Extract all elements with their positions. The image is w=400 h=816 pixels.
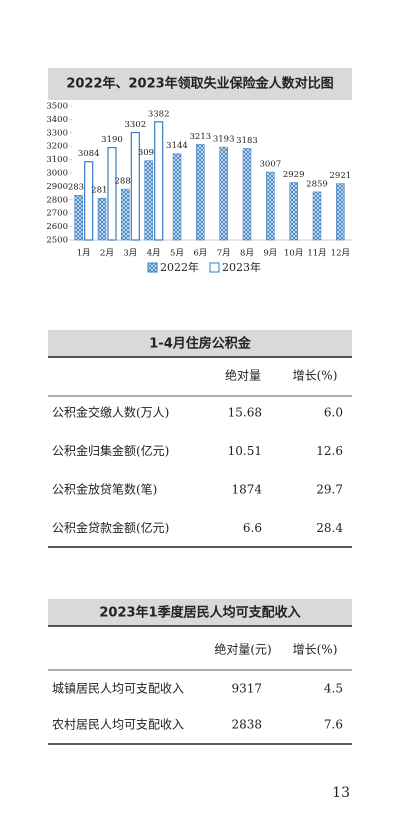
data-label: 3382 bbox=[148, 109, 170, 119]
data-label: 2921 bbox=[330, 171, 352, 181]
legend-label: 2023年 bbox=[222, 260, 261, 274]
bar bbox=[144, 160, 153, 241]
data-label: 2834 bbox=[68, 183, 90, 193]
cell: 4.5 bbox=[324, 682, 343, 696]
chart-title: 2022年、2023年领取失业保险金人数对比图 bbox=[66, 76, 333, 92]
cell: 12.6 bbox=[316, 444, 343, 458]
table-title: 1-4月住房公积金 bbox=[149, 336, 251, 352]
y-tick-label: 2600 bbox=[46, 222, 68, 232]
cell: 10.51 bbox=[228, 444, 262, 458]
x-tick-label: 12月 bbox=[331, 249, 350, 259]
y-tick-label: 3200 bbox=[46, 142, 68, 152]
data-label: 3213 bbox=[190, 132, 212, 142]
chart-title-band bbox=[48, 68, 352, 100]
cell: 2838 bbox=[231, 718, 262, 732]
page-number: 13 bbox=[332, 785, 350, 801]
cell: 6.6 bbox=[243, 521, 262, 535]
bar bbox=[97, 197, 107, 241]
row-label: 公积金贷款金额(亿元) bbox=[52, 520, 169, 535]
x-tick-label: 8月 bbox=[240, 249, 254, 259]
table-title-band bbox=[48, 599, 352, 626]
header-cell: 绝对量 bbox=[225, 368, 261, 383]
data-label: 3144 bbox=[166, 141, 188, 151]
bar bbox=[312, 191, 322, 241]
cell: 29.7 bbox=[316, 483, 343, 497]
data-label: 2929 bbox=[283, 170, 305, 180]
cell: 6.0 bbox=[324, 406, 343, 420]
bar bbox=[154, 121, 164, 241]
x-tick-label: 7月 bbox=[217, 249, 231, 259]
data-label: 3007 bbox=[260, 160, 282, 170]
data-label: 3084 bbox=[78, 149, 100, 159]
y-tick-label: 3400 bbox=[46, 115, 68, 125]
bar bbox=[172, 153, 182, 241]
cell: 7.6 bbox=[324, 718, 343, 732]
y-tick-label: 2800 bbox=[46, 195, 68, 205]
data-label: 3190 bbox=[101, 135, 123, 145]
header-cell: 增长(%) bbox=[293, 643, 338, 657]
bar bbox=[84, 161, 94, 241]
x-tick-label: 5月 bbox=[170, 249, 184, 259]
y-tick-label: 3500 bbox=[46, 102, 68, 112]
bar bbox=[219, 146, 228, 241]
bar bbox=[289, 182, 298, 241]
row-label: 公积金放贷笔数(笔) bbox=[52, 482, 157, 497]
y-tick-label: 2700 bbox=[46, 209, 68, 219]
table-title: 2023年1季度居民人均可支配收入 bbox=[99, 605, 300, 621]
x-tick-label: 11月 bbox=[307, 249, 326, 259]
bar bbox=[121, 188, 130, 241]
y-tick-label: 3300 bbox=[46, 128, 68, 138]
x-tick-label: 3月 bbox=[123, 249, 137, 259]
data-label: 3092 bbox=[138, 148, 160, 158]
legend-label: 2022年 bbox=[160, 260, 199, 274]
data-label: 2880 bbox=[115, 177, 137, 187]
cell: 9317 bbox=[231, 682, 262, 696]
row-label: 公积金归集金额(亿元) bbox=[52, 443, 169, 458]
bar bbox=[266, 171, 275, 241]
bar bbox=[336, 183, 345, 241]
legend-swatch bbox=[147, 262, 158, 273]
x-tick-label: 10月 bbox=[284, 249, 303, 259]
y-tick-label: 3000 bbox=[46, 169, 68, 179]
x-tick-label: 6月 bbox=[193, 249, 207, 259]
bar bbox=[74, 194, 83, 241]
bar bbox=[107, 146, 117, 241]
data-label: 2812 bbox=[91, 186, 113, 196]
x-tick-label: 1月 bbox=[77, 249, 91, 259]
data-label: 3193 bbox=[213, 135, 235, 145]
x-tick-label: 4月 bbox=[147, 249, 161, 259]
bar bbox=[196, 144, 205, 241]
x-tick-label: 2月 bbox=[100, 249, 114, 259]
y-tick-label: 2500 bbox=[46, 236, 68, 246]
data-label: 2859 bbox=[306, 179, 328, 189]
y-tick-label: 2900 bbox=[46, 182, 68, 192]
x-tick-label: 9月 bbox=[263, 249, 277, 259]
cell: 28.4 bbox=[316, 521, 343, 535]
bar bbox=[242, 148, 252, 241]
data-label: 3183 bbox=[236, 136, 258, 146]
row-label: 城镇居民人均可支配收入 bbox=[52, 682, 184, 696]
legend-swatch bbox=[209, 262, 220, 273]
table-title-band bbox=[48, 330, 352, 357]
data-label: 3302 bbox=[125, 120, 147, 130]
row-label: 公积金交缴人数(万人) bbox=[52, 405, 169, 420]
cell: 15.68 bbox=[228, 406, 262, 420]
row-label: 农村居民人均可支配收入 bbox=[52, 718, 184, 732]
cell: 1874 bbox=[231, 483, 262, 497]
bar bbox=[130, 131, 140, 241]
header-cell: 绝对量(元) bbox=[214, 642, 271, 657]
header-cell: 增长(%) bbox=[293, 369, 338, 383]
y-tick-label: 3100 bbox=[46, 155, 68, 165]
